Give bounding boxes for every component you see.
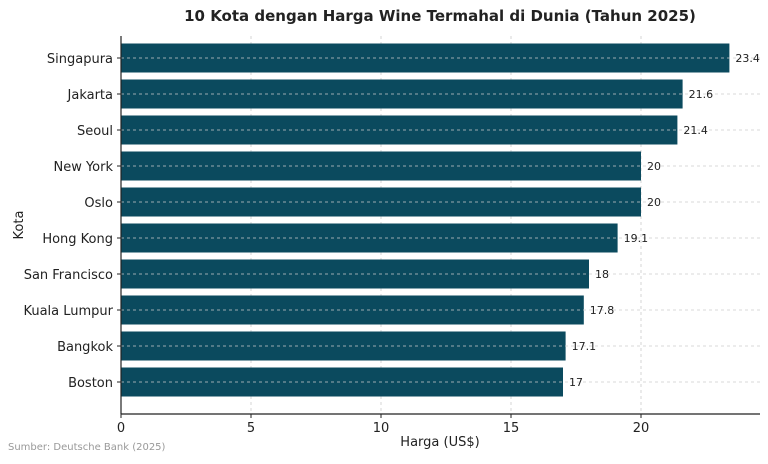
data-label: 23.4 <box>735 52 760 65</box>
data-label: 17.8 <box>590 304 615 317</box>
x-tick-label: 15 <box>503 421 520 436</box>
source-note: Sumber: Deutsche Bank (2025) <box>8 442 166 453</box>
x-tick-labels: 0 5 10 15 20 <box>117 414 649 436</box>
grid-horizontal <box>121 57 760 383</box>
y-tick-label: Boston <box>68 376 113 391</box>
y-tick-label: Kuala Lumpur <box>23 304 113 319</box>
x-tick-label: 10 <box>373 421 390 436</box>
chart-title: 10 Kota dengan Harga Wine Termahal di Du… <box>184 7 696 25</box>
y-tick-label: Bangkok <box>57 340 113 355</box>
x-axis-label: Harga (US$) <box>400 435 479 450</box>
data-label: 18 <box>595 268 609 281</box>
x-tick-label: 5 <box>247 421 255 436</box>
x-tick-label: 20 <box>633 421 650 436</box>
data-label: 20 <box>647 196 661 209</box>
x-tick-label: 0 <box>117 421 125 436</box>
data-label: 17 <box>569 376 583 389</box>
y-tick-label: New York <box>53 160 113 175</box>
bar-kuala-lumpur <box>121 295 584 325</box>
data-label: 21.4 <box>683 124 708 137</box>
bars <box>121 43 730 397</box>
y-tick-label: Singapura <box>47 52 113 67</box>
y-tick-label: Jakarta <box>67 88 113 103</box>
y-tick-label: Seoul <box>77 124 113 139</box>
y-tick-label: San Francisco <box>24 268 113 283</box>
y-tick-label: Oslo <box>84 196 113 211</box>
data-label: 19.1 <box>624 232 649 245</box>
data-label: 17.1 <box>572 340 597 353</box>
data-label: 20 <box>647 160 661 173</box>
y-tick-labels: Singapura Jakarta Seoul New York Oslo Hong Ko… <box>23 52 121 391</box>
data-label: 21.6 <box>689 88 714 101</box>
y-tick-label: Hong Kong <box>42 232 113 247</box>
data-labels: 23.4 21.6 21.4 20 20 19.1 18 17.8 17.1 17 <box>569 52 760 389</box>
y-axis-label: Kota <box>12 211 27 240</box>
